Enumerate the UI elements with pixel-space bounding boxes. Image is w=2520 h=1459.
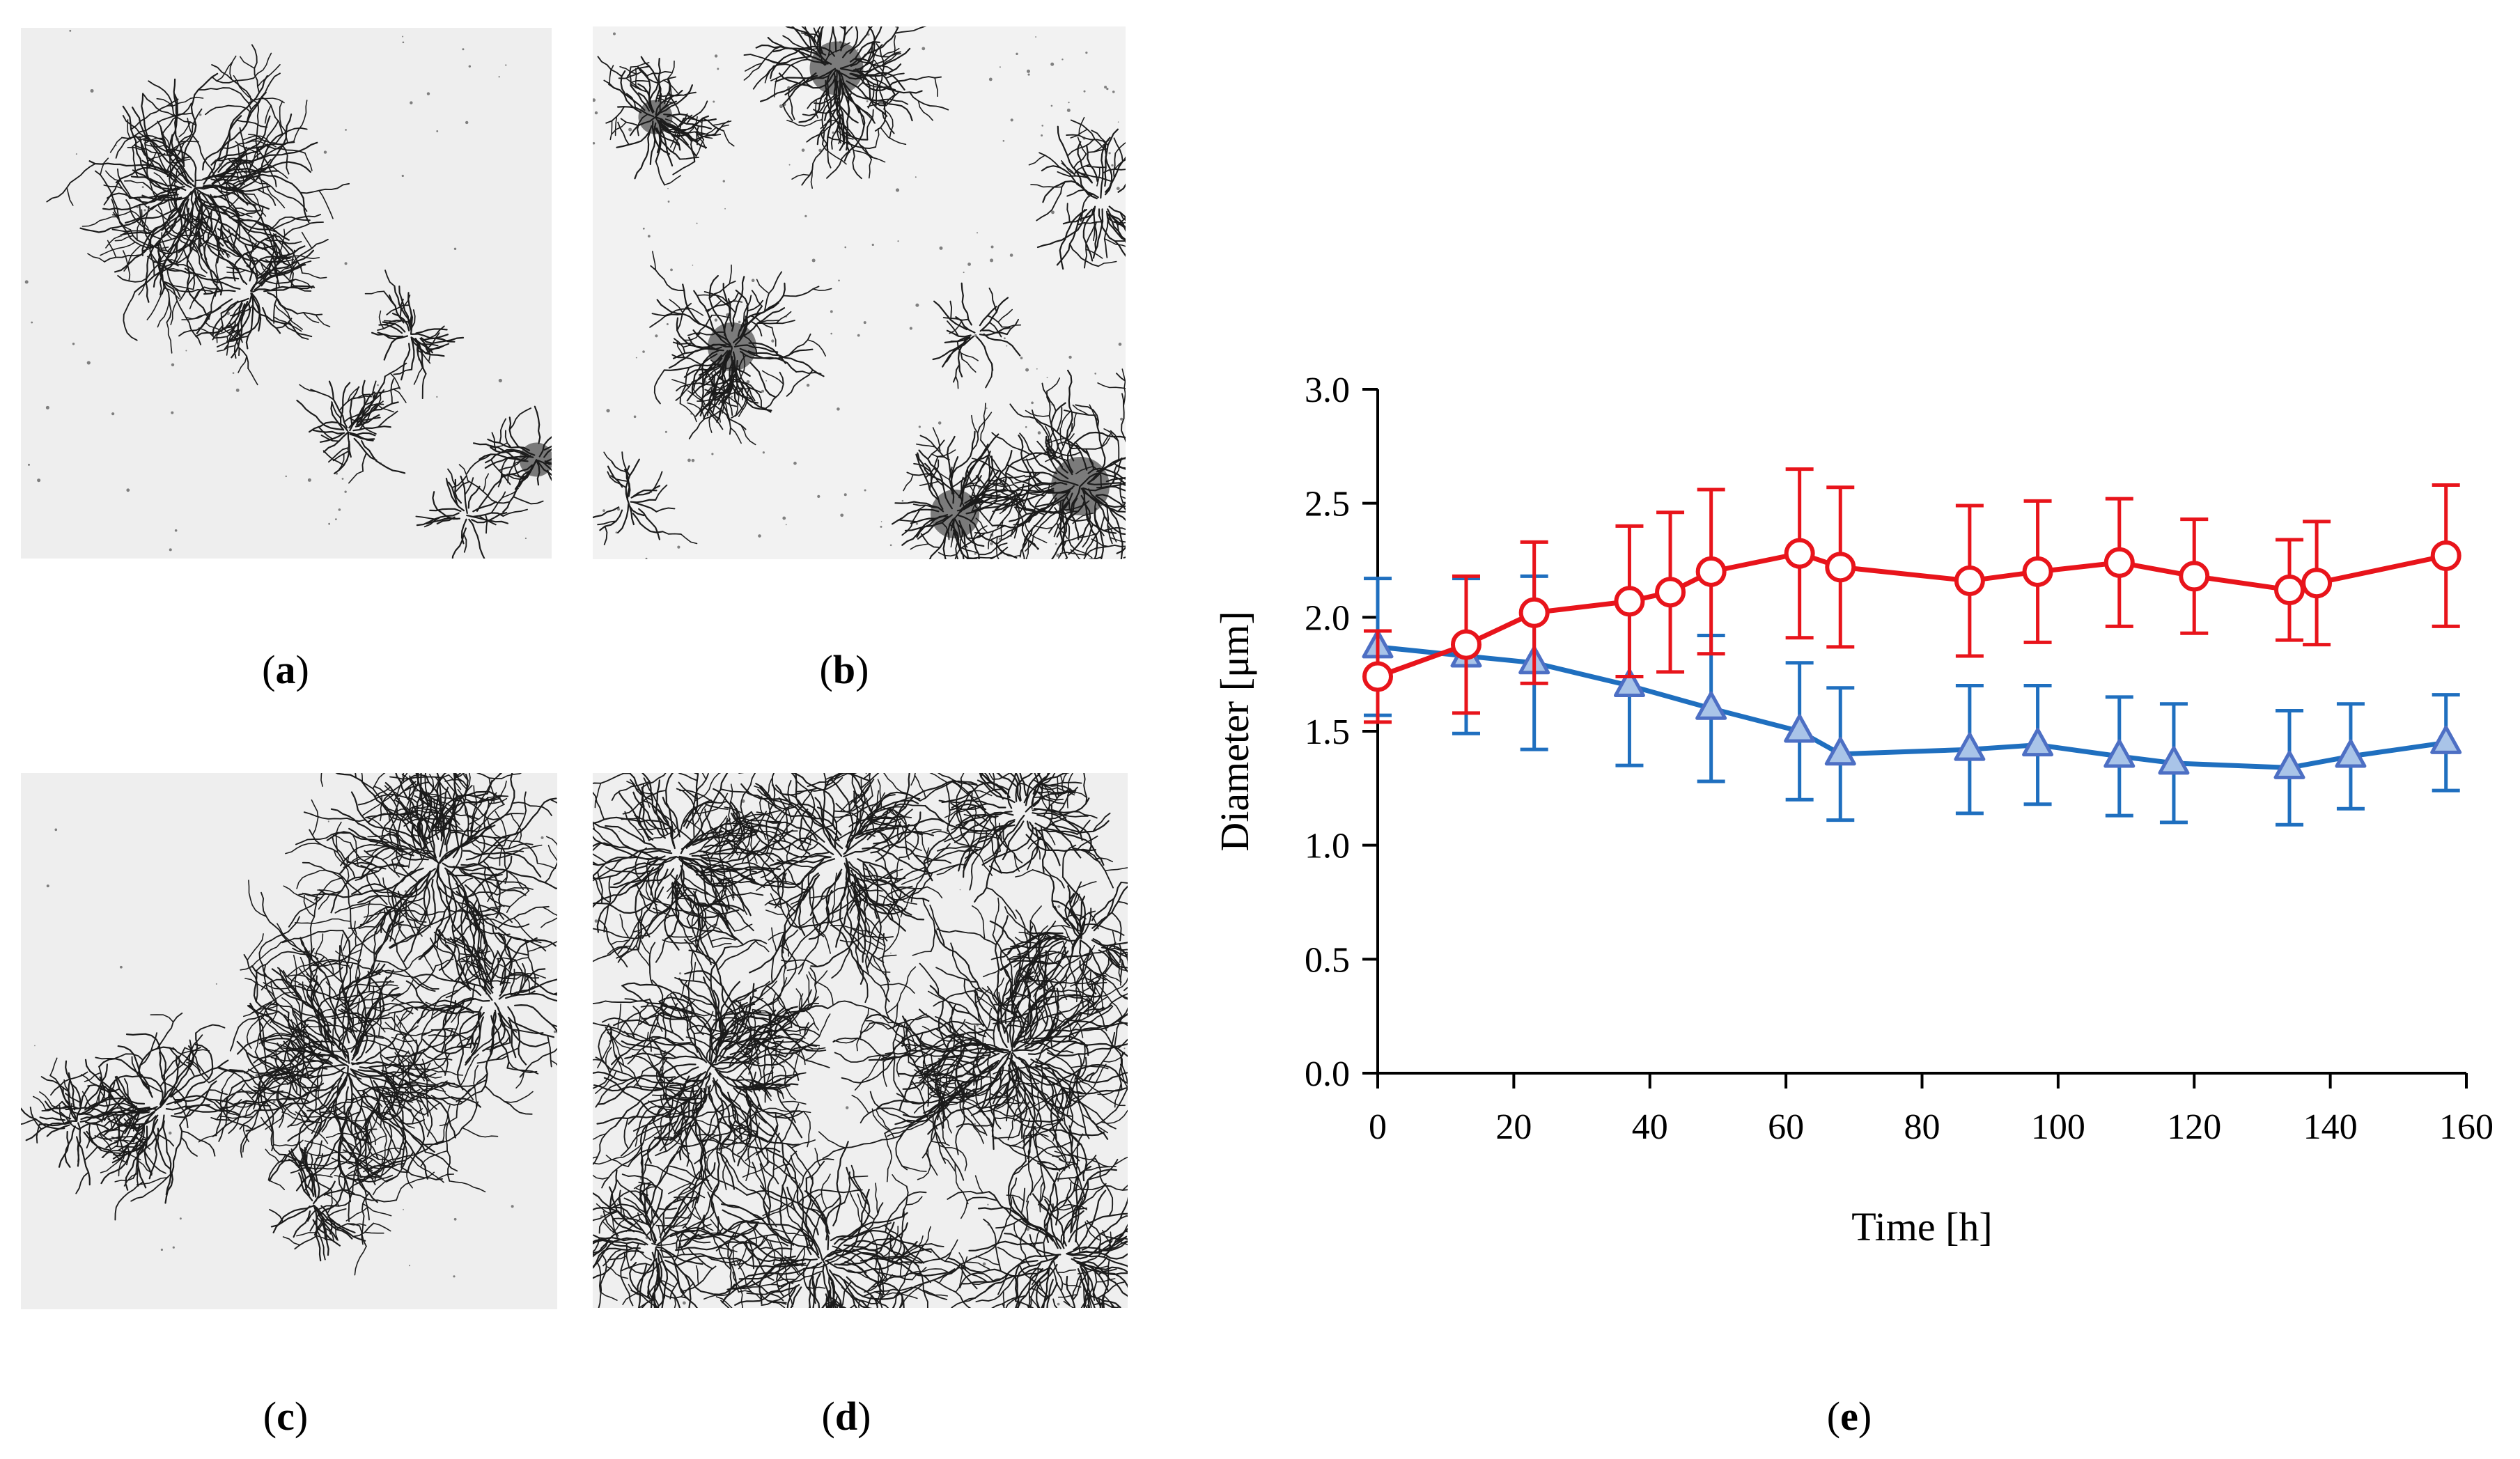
data-point (2158, 746, 2190, 775)
x-tick-label: 120 (2167, 1107, 2221, 1147)
micrograph-b (593, 26, 1126, 559)
x-axis-title: Time [h] (1851, 1204, 1993, 1249)
data-point (1824, 737, 1856, 766)
data-point (1954, 565, 1985, 596)
data-point (1954, 732, 1986, 761)
data-point (1613, 669, 1645, 698)
data-point (1784, 538, 1815, 569)
chart-series (1362, 467, 2462, 827)
data-point (2103, 547, 2135, 578)
x-tick-label: 0 (1369, 1107, 1387, 1147)
x-tick-label: 100 (2031, 1107, 2085, 1147)
series-circle (1362, 467, 2461, 724)
panel-label-d: (d) (821, 1394, 871, 1439)
panel-label-b: (b) (819, 647, 869, 692)
y-axis-title: Diameter [μm] (1212, 611, 1257, 851)
y-tick-label: 2.0 (1305, 598, 1350, 638)
data-point (1450, 629, 1481, 660)
diameter-chart: 0.0 0.5 1.0 1.5 2.0 2.5 3.0 0 20 40 60 80 100 120 140 1… (1170, 334, 2520, 1267)
data-point (2179, 561, 2210, 592)
data-point (2273, 750, 2305, 779)
data-point (1825, 552, 1856, 583)
y-tick-label: 2.5 (1305, 485, 1350, 524)
data-point (2022, 728, 2054, 757)
data-point (1655, 577, 1686, 608)
data-point (1784, 714, 1816, 743)
y-tick-label: 3.0 (1305, 370, 1350, 410)
panel-label-a: (a) (262, 647, 309, 692)
micrograph-a-image (21, 28, 552, 559)
panel-label-c: (c) (263, 1394, 309, 1439)
data-point (1362, 661, 1393, 692)
panel-label-e: (e) (1826, 1394, 1872, 1439)
x-tick-label: 40 (1632, 1107, 1668, 1147)
micrograph-d (593, 773, 1128, 1308)
x-tick-label: 20 (1495, 1107, 1532, 1147)
series-line (1377, 644, 2447, 770)
micrograph-c (21, 773, 557, 1309)
data-point (2335, 739, 2367, 768)
data-point (2103, 739, 2136, 768)
y-tick-label: 0.0 (1305, 1054, 1350, 1094)
chart-svg: 0.0 0.5 1.0 1.5 2.0 2.5 3.0 0 20 40 60 80 100 120 140 1… (1212, 370, 2494, 1249)
data-point (1614, 586, 1645, 617)
data-point (2022, 556, 2053, 587)
data-point (2430, 540, 2461, 571)
x-tick-label: 60 (1768, 1107, 1804, 1147)
data-point (1518, 597, 1550, 628)
micrograph-d-image (593, 773, 1128, 1308)
data-point (2301, 568, 2333, 599)
micrograph-b-image (593, 26, 1126, 559)
x-tick-label: 160 (2439, 1107, 2494, 1147)
x-tick-label: 80 (1904, 1107, 1940, 1147)
y-tick-label: 0.5 (1305, 940, 1350, 980)
y-tick-label: 1.5 (1305, 712, 1350, 752)
x-tick-label: 140 (2303, 1107, 2358, 1147)
micrograph-a (21, 28, 552, 559)
data-point (2430, 725, 2462, 754)
data-point (2274, 575, 2305, 606)
chart-axes: 0.0 0.5 1.0 1.5 2.0 2.5 3.0 0 20 40 60 80 100 120 140 1… (1305, 370, 2494, 1147)
data-point (1695, 691, 1727, 720)
y-tick-label: 1.0 (1305, 827, 1350, 866)
micrograph-c-image (21, 773, 557, 1309)
data-point (1695, 556, 1727, 587)
